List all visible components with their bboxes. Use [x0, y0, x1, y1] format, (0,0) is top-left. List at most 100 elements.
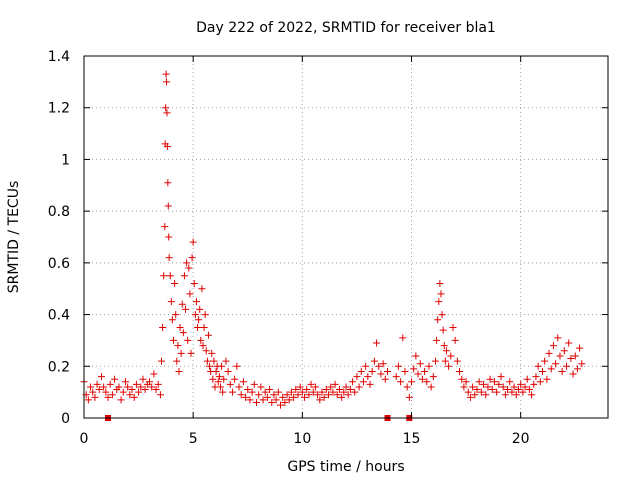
- data-point: [523, 375, 531, 383]
- data-point: [171, 280, 179, 288]
- data-point: [421, 367, 429, 375]
- data-point: [410, 365, 418, 373]
- data-point: [427, 383, 435, 391]
- data-point: [206, 362, 214, 370]
- data-point: [177, 349, 185, 357]
- data-point: [340, 388, 348, 396]
- data-point: [165, 233, 173, 241]
- data-point: [392, 373, 400, 381]
- data-point: [346, 386, 354, 394]
- data-point: [197, 336, 205, 344]
- data-point: [528, 391, 536, 399]
- data-point: [239, 378, 247, 386]
- data-point: [204, 331, 212, 339]
- data-point: [439, 326, 447, 334]
- x-axis-label: GPS time / hours: [287, 459, 404, 475]
- data-point: [163, 143, 171, 150]
- data-point: [150, 370, 158, 378]
- data-point: [447, 352, 455, 360]
- data-point: [342, 383, 350, 391]
- data-point: [394, 362, 402, 370]
- data-point: [141, 386, 149, 394]
- data-point: [514, 386, 522, 394]
- data-point: [335, 386, 343, 394]
- data-point: [250, 380, 258, 388]
- data-point: [167, 298, 175, 306]
- data-point: [180, 272, 188, 280]
- data-point: [408, 378, 415, 386]
- data-point: [248, 388, 256, 396]
- data-point: [497, 373, 505, 381]
- data-point: [272, 396, 280, 404]
- data-point: [325, 391, 333, 399]
- data-point: [322, 386, 330, 394]
- data-point: [261, 388, 269, 396]
- data-point: [287, 388, 295, 396]
- data-point: [160, 272, 168, 280]
- data-point: [184, 336, 192, 344]
- data-point: [159, 324, 167, 331]
- data-point: [490, 378, 498, 386]
- data-point: [298, 388, 306, 396]
- data-point: [163, 78, 171, 86]
- data-point: [456, 367, 464, 375]
- data-point: [104, 393, 112, 401]
- data-point: [309, 388, 317, 396]
- data-point: [190, 280, 198, 288]
- data-point: [530, 380, 538, 388]
- data-point: [209, 375, 217, 383]
- data-point: [87, 383, 95, 391]
- data-point: [242, 393, 250, 401]
- data-point: [362, 362, 370, 370]
- data-point: [383, 367, 391, 375]
- data-point: [477, 388, 485, 396]
- data-point: [132, 380, 140, 388]
- data-point: [401, 367, 409, 375]
- data-point: [571, 352, 579, 360]
- data-point: [552, 360, 560, 368]
- data-point: [558, 367, 566, 375]
- data-point: [228, 388, 236, 396]
- data-point: [126, 391, 134, 399]
- data-point: [196, 305, 204, 313]
- data-point: [425, 362, 433, 370]
- data-point: [333, 391, 341, 399]
- data-point: [237, 391, 245, 399]
- data-point: [175, 367, 183, 375]
- data-point: [259, 396, 267, 404]
- data-point: [480, 380, 488, 388]
- data-point: [573, 365, 581, 373]
- data-point: [124, 383, 132, 391]
- data-point: [576, 344, 584, 352]
- data-point: [569, 370, 577, 378]
- data-point: [414, 370, 422, 378]
- data-point: [158, 357, 166, 365]
- data-point: [460, 383, 468, 391]
- data-point: [563, 362, 571, 370]
- data-point: [210, 357, 218, 365]
- data-point: [172, 311, 180, 319]
- data-point: [517, 380, 525, 388]
- data-point: [433, 336, 441, 344]
- data-point: [188, 254, 196, 262]
- data-point: [368, 367, 376, 375]
- data-point: [493, 388, 501, 396]
- data-point: [174, 342, 182, 350]
- data-point: [423, 378, 431, 386]
- data-point: [331, 380, 339, 388]
- data-point: [307, 380, 315, 388]
- data-point: [102, 388, 110, 396]
- data-point: [482, 391, 490, 399]
- data-point: [438, 311, 446, 319]
- data-point: [179, 329, 187, 337]
- data-point: [377, 370, 385, 378]
- data-point: [266, 386, 274, 394]
- data-point: [366, 380, 374, 388]
- data-point: [89, 388, 97, 396]
- data-point: [201, 311, 209, 319]
- data-point: [97, 373, 105, 381]
- data-point: [115, 383, 123, 391]
- data-point: [156, 391, 164, 399]
- data-point: [449, 324, 457, 331]
- data-point: [521, 383, 529, 391]
